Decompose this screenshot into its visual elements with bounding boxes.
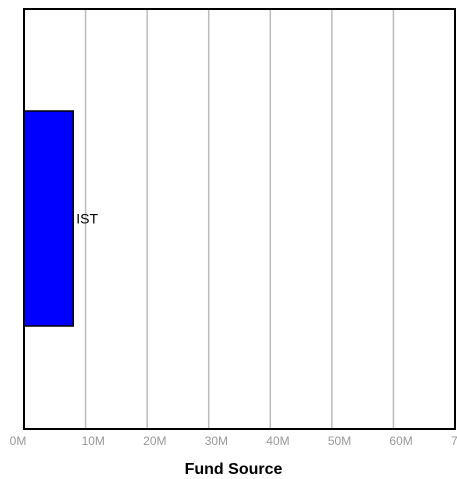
x-tick-label: 60M: [389, 434, 412, 448]
plot-frame: [23, 8, 456, 430]
gridlines: [84, 9, 395, 429]
x-tick-label: 10M: [82, 434, 105, 448]
bars: IST: [23, 110, 98, 327]
x-tick-label: 40M: [266, 434, 289, 448]
x-tick-label: 50M: [328, 434, 351, 448]
x-axis-title: Fund Source: [185, 461, 283, 478]
x-tick-label: 0M: [10, 434, 27, 448]
x-tick-label: 30M: [205, 434, 228, 448]
bar: [23, 110, 75, 327]
x-tick-labels: 0M 10M 20M 30M 40M 50M 60M 70M: [10, 434, 457, 448]
x-tick-label: 70M: [451, 434, 457, 448]
x-tick-label: 20M: [143, 434, 166, 448]
bar-category-label: IST: [76, 211, 98, 227]
